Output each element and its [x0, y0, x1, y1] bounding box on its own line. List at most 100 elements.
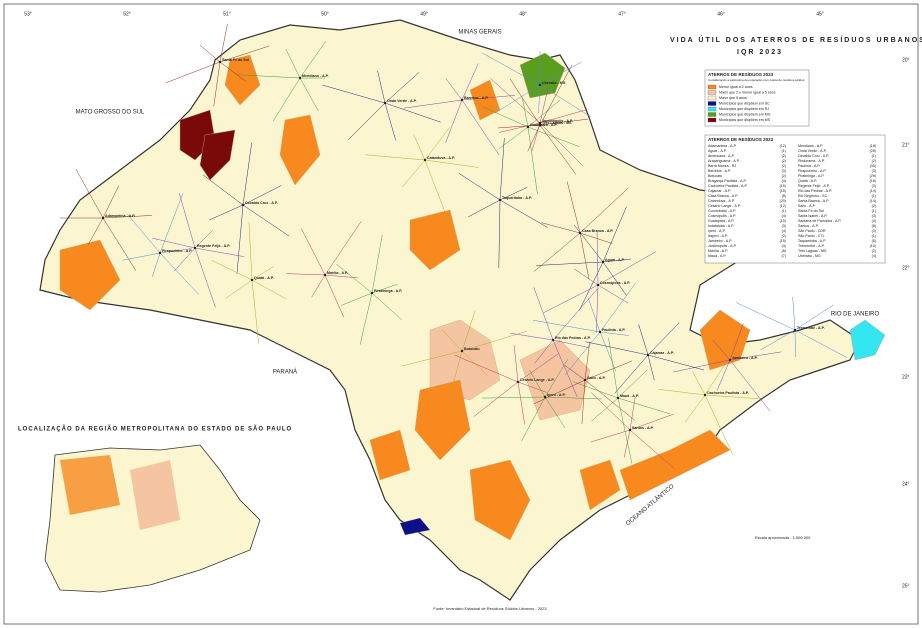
landfill-count: (1)	[782, 149, 786, 153]
legend-swatch	[707, 90, 717, 95]
service-line	[272, 77, 301, 122]
service-line	[483, 106, 529, 128]
service-line	[324, 220, 362, 276]
service-line	[461, 330, 528, 352]
landfill-count: (8)	[872, 224, 876, 228]
service-line	[704, 361, 727, 396]
service-line	[735, 302, 796, 331]
latitude-label: 22°	[902, 265, 910, 271]
service-line	[413, 134, 426, 161]
landfill-count: (1)	[872, 209, 876, 213]
landfill-count: (1)	[872, 234, 876, 238]
service-line	[122, 252, 161, 261]
landfill-label: Meridiano - A.P.	[302, 74, 329, 78]
landfill-count: (4)	[782, 179, 786, 183]
service-line	[88, 217, 104, 245]
service-line	[403, 99, 463, 109]
service-line	[127, 213, 161, 254]
landfill-name: Piratininga - A.P.	[798, 174, 824, 178]
landfill-name: Santa Branca - A.P.	[798, 199, 829, 203]
map-subtitle: IQR 2023	[737, 49, 783, 56]
landfill-name: Paulínia - A.P.	[798, 164, 820, 168]
landfill-count: (2)	[782, 154, 786, 158]
landfill-name: Três Lagoas - MS	[798, 249, 827, 253]
frame	[3, 3, 919, 625]
latitude-label: 23°	[902, 374, 910, 380]
legend-swatch	[707, 84, 717, 90]
landfill-name: Jambeiro - A.P.	[708, 239, 732, 243]
landfill-name: Meridiano - A.P.	[798, 144, 823, 148]
service-line	[533, 379, 586, 405]
landfill-point	[793, 328, 797, 332]
landfill-label: Aguaí - A.P.	[605, 258, 625, 262]
service-line	[194, 247, 216, 308]
service-line	[159, 193, 184, 254]
service-line	[482, 52, 541, 86]
landfill-label: Taquarituba - A.P.	[502, 196, 532, 200]
service-line	[449, 350, 463, 399]
service-line	[242, 142, 253, 206]
service-line	[729, 351, 782, 361]
inset	[44, 444, 261, 593]
service-line	[219, 61, 246, 82]
landfill-point	[616, 396, 620, 400]
longitude-label: 48°	[519, 11, 527, 17]
service-line	[402, 159, 426, 187]
landfill-label: Adamantina - A.P.	[105, 214, 135, 218]
landfill-label: Guatapará - A.P.	[530, 123, 557, 127]
landfill-point	[241, 203, 245, 207]
landfill-label: Casa Branca - A.P.	[582, 229, 613, 233]
service-line	[199, 45, 221, 63]
service-line	[533, 287, 554, 341]
service-line	[539, 124, 577, 175]
service-line	[424, 159, 450, 223]
service-line	[538, 84, 541, 113]
landfill-name: Corumbataí - A.P.	[708, 209, 736, 213]
landfill-name: Araçariguama - A.P.	[708, 159, 740, 163]
landfill-label: Três Lagoas - MS	[542, 121, 572, 125]
service-line	[509, 78, 541, 126]
service-line	[617, 397, 633, 464]
landfill-count: (3)	[782, 169, 786, 173]
service-line	[623, 429, 631, 458]
landfill-label: Rio das Pedras - A.P.	[555, 336, 591, 340]
landfill-count: (1)	[872, 154, 876, 158]
landfill-count: (2)	[872, 204, 876, 208]
landfill-count: (2)	[782, 174, 786, 178]
service-line	[614, 354, 649, 394]
service-line	[527, 99, 561, 128]
service-line	[602, 206, 627, 263]
landfill-name: Santana de Parnaíba - A.P.	[798, 219, 841, 223]
landfill-label: Tremembé - A.P.	[797, 326, 825, 330]
service-line	[566, 181, 581, 234]
landfill-point	[323, 273, 327, 277]
service-line	[539, 88, 549, 124]
landfill-label: Pirapozinho - A.P.	[162, 249, 192, 253]
service-line	[441, 328, 463, 352]
landfill-point	[646, 353, 650, 357]
landfill-name: Onda Verde - A.P.	[798, 149, 827, 153]
service-line	[202, 174, 244, 206]
service-line	[543, 284, 599, 313]
landfill-count: (14)	[870, 189, 876, 193]
service-line	[445, 78, 463, 101]
landfill-count: (8)	[782, 194, 786, 198]
service-line	[159, 248, 192, 254]
landfill-name: Jardinópolis - A.P.	[708, 244, 737, 248]
service-line	[219, 23, 228, 63]
landfill-label: Catanduva - A.P.	[427, 156, 455, 160]
service-line	[581, 379, 586, 424]
service-line	[371, 292, 402, 320]
landfill-point	[383, 101, 387, 105]
landfill-name: Catanduva - A.P.	[708, 199, 735, 203]
longitude-label: 50°	[321, 11, 329, 17]
service-line	[544, 396, 566, 429]
service-line	[579, 232, 613, 244]
longitude-label: 51°	[223, 11, 231, 17]
landfill-name: Uberaba - MG	[798, 254, 821, 258]
service-line	[617, 369, 648, 399]
service-line	[248, 222, 253, 281]
landfill-count: (15)	[780, 219, 786, 223]
landfill-label: Botucatu	[464, 347, 480, 351]
landfill-label: Uberaba - MG	[542, 81, 566, 85]
